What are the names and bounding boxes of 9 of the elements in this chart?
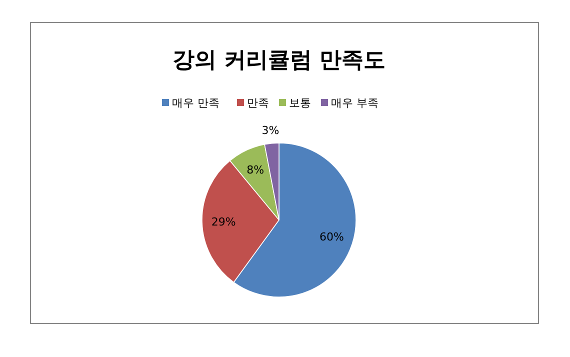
data-label: 3% bbox=[262, 124, 280, 137]
legend-label: 매우 만족 bbox=[172, 96, 220, 110]
data-label: 29% bbox=[211, 215, 236, 228]
legend-label: 보통 bbox=[289, 96, 311, 110]
data-label: 8% bbox=[246, 163, 264, 176]
data-label: 60% bbox=[320, 230, 344, 244]
legend-label: 매우 부족 bbox=[331, 96, 378, 110]
legend-label: 만족 bbox=[247, 96, 269, 110]
chart-title: 강의 커리큘럼 만족도 bbox=[172, 48, 386, 73]
